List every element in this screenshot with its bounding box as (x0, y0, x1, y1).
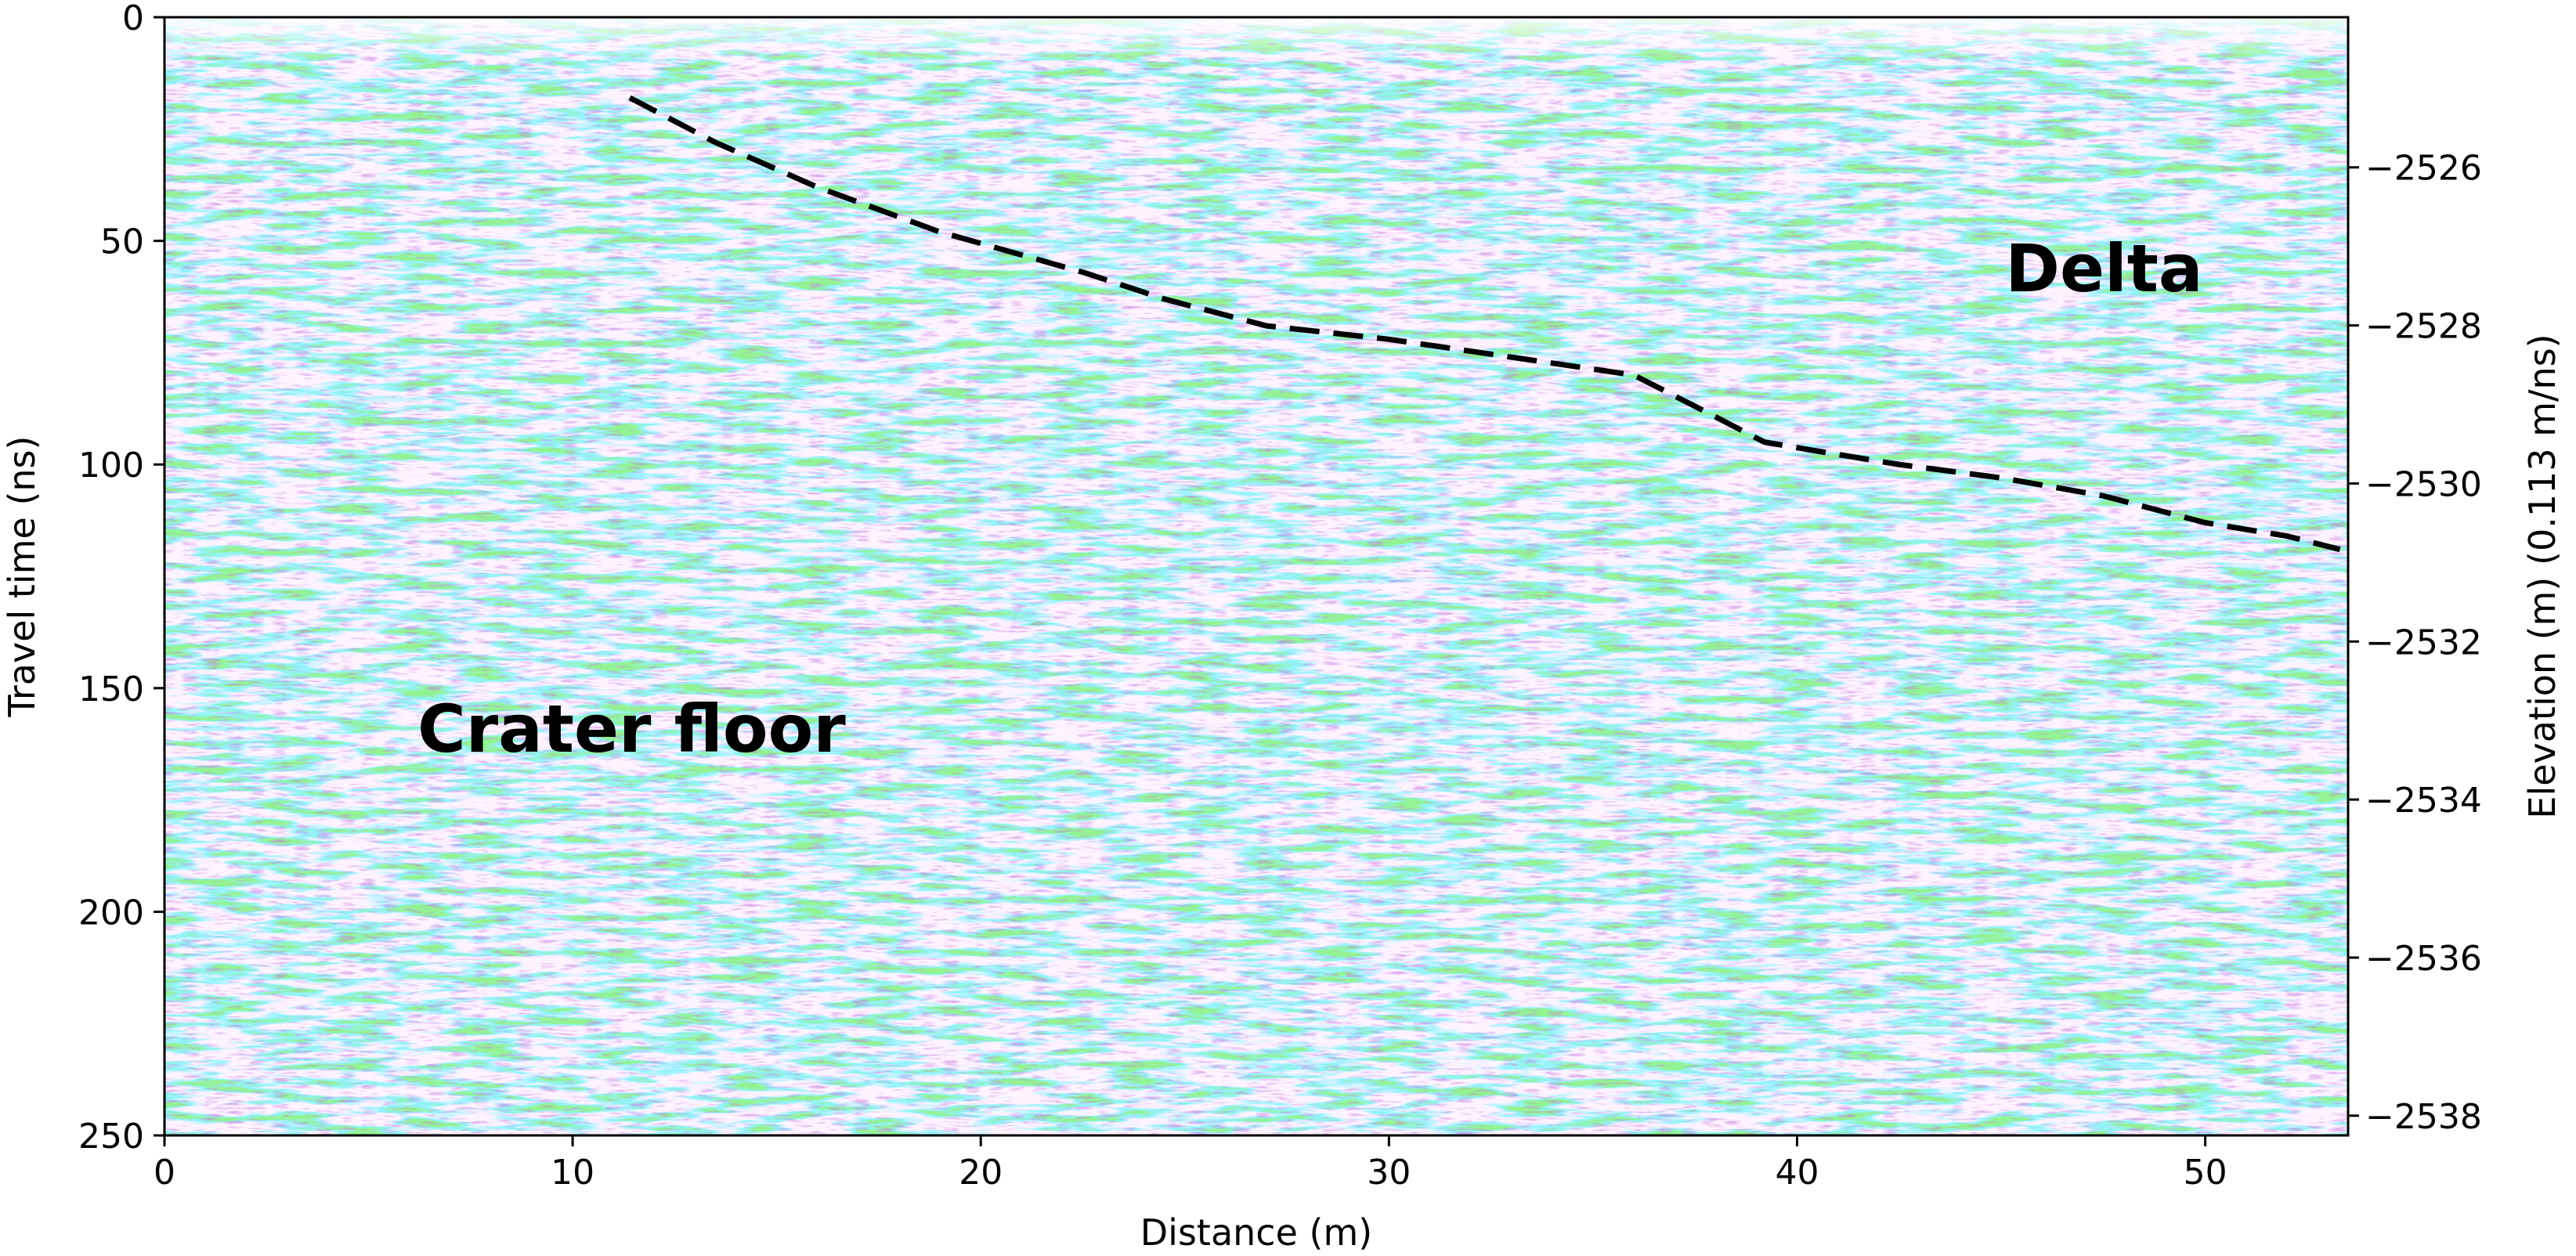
x-tick-label: 40 (1775, 1153, 1819, 1193)
y-axis: 0 50 100 150 200 250 (78, 0, 164, 1157)
y2-tick-label: −2526 (2365, 149, 2482, 189)
x-axis: 0 10 20 30 40 50 (154, 1135, 2227, 1193)
annotation-crater-floor: Crater floor (417, 691, 846, 767)
y2-axis-label: Elevation (m) (0.113 m/ns) (2521, 334, 2563, 818)
plot-frame (163, 16, 2350, 1137)
x-tick-label: 20 (959, 1153, 1003, 1193)
x-tick-label: 0 (154, 1153, 175, 1193)
y-tick-label: 0 (122, 0, 144, 38)
x-tick-label: 50 (2184, 1153, 2227, 1193)
y2-tick-label: −2532 (2365, 623, 2482, 662)
contact-dashed-line (628, 95, 2341, 553)
y-tick-label: 100 (78, 446, 144, 485)
y2-tick-label: −2528 (2365, 307, 2482, 347)
y-tick-label: 250 (78, 1117, 144, 1157)
plot-area (164, 17, 2348, 1135)
x-tick-label: 30 (1367, 1153, 1411, 1193)
y2-tick-label: −2536 (2365, 939, 2482, 979)
surface-fade (164, 17, 2348, 1135)
annotation-layer: Delta Crater floor (417, 230, 2202, 767)
series-layer (628, 95, 2341, 553)
x-tick-label: 10 (551, 1153, 594, 1193)
y-axis-label: Travel time (ns) (1, 436, 43, 718)
y2-tick-label: −2534 (2365, 781, 2482, 821)
y-tick-label: 150 (78, 670, 144, 709)
y2-axis: −2526 −2528 −2530 −2532 −2534 −2536 −2538 (2348, 149, 2482, 1137)
y-tick-label: 200 (78, 893, 144, 933)
y2-tick-label: −2538 (2365, 1097, 2482, 1137)
y2-tick-label: −2530 (2365, 464, 2482, 504)
annotation-delta: Delta (2005, 230, 2202, 307)
x-axis-label: Distance (m) (1140, 1211, 1372, 1254)
y-tick-label: 50 (100, 222, 144, 262)
